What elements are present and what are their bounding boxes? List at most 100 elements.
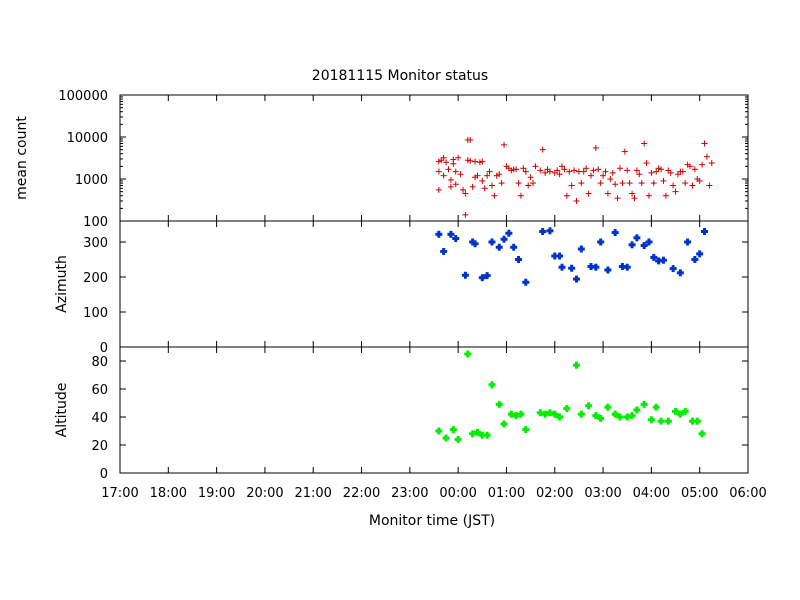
data-point xyxy=(701,228,709,235)
data-point xyxy=(442,434,450,442)
data-point xyxy=(684,238,692,246)
data-point xyxy=(701,140,708,147)
y-tick-label: 200 xyxy=(83,271,108,286)
data-point xyxy=(607,176,614,182)
data-point xyxy=(687,163,694,170)
data-point xyxy=(478,274,486,282)
data-point xyxy=(457,171,464,178)
data-point xyxy=(530,180,537,187)
data-point xyxy=(604,190,611,197)
data-point xyxy=(459,186,466,193)
data-point xyxy=(657,417,665,425)
data-point xyxy=(554,167,561,174)
data-point xyxy=(517,192,524,199)
data-point xyxy=(440,247,448,255)
data-point xyxy=(623,263,631,271)
data-point xyxy=(474,172,481,179)
data-point xyxy=(488,381,496,389)
data-point xyxy=(445,166,452,173)
data-point xyxy=(676,410,684,418)
y-tick-label: 1000 xyxy=(75,173,108,188)
data-point xyxy=(588,172,594,179)
data-point xyxy=(626,180,633,187)
data-point xyxy=(479,158,486,165)
data-point xyxy=(447,176,454,183)
data-point xyxy=(706,182,713,189)
data-point xyxy=(597,180,604,187)
data-point xyxy=(633,406,641,414)
x-tick-label: 17:00 xyxy=(101,486,138,501)
data-point xyxy=(573,197,580,204)
data-point xyxy=(435,186,442,193)
data-point xyxy=(616,413,624,421)
data-point xyxy=(636,171,643,178)
data-point xyxy=(566,168,573,175)
x-tick-label: 06:00 xyxy=(729,486,766,501)
data-point xyxy=(435,427,443,435)
data-point xyxy=(614,195,621,202)
data-point xyxy=(592,263,600,271)
data-point xyxy=(604,403,612,411)
data-point xyxy=(472,158,479,165)
data-point xyxy=(517,410,525,418)
y-tick-label: 0 xyxy=(100,467,108,482)
y-tick-label: 60 xyxy=(91,383,108,398)
data-point xyxy=(647,416,655,424)
data-point xyxy=(585,402,593,410)
data-point xyxy=(611,229,619,237)
data-point xyxy=(633,167,640,174)
data-point xyxy=(660,177,667,184)
data-point xyxy=(691,256,699,263)
data-point xyxy=(532,163,539,170)
data-point xyxy=(577,245,585,253)
data-point xyxy=(670,182,677,189)
data-point xyxy=(628,412,636,420)
data-point xyxy=(515,180,522,187)
data-point xyxy=(624,167,631,174)
x-tick-label: 19:00 xyxy=(198,486,235,501)
data-point xyxy=(546,227,554,235)
data-point xyxy=(450,160,457,167)
panel-azimuth: 0 100 200 300 Azimuth xyxy=(54,220,749,356)
data-point xyxy=(650,180,657,187)
data-point xyxy=(464,350,472,358)
data-point xyxy=(539,146,546,153)
data-point xyxy=(641,140,648,147)
data-point xyxy=(621,148,628,155)
data-point xyxy=(447,230,455,238)
x-tick-label: 20:00 xyxy=(246,486,283,501)
data-point xyxy=(616,165,623,172)
data-point xyxy=(488,182,495,189)
data-point xyxy=(696,250,704,258)
data-point xyxy=(645,238,653,246)
data-point xyxy=(483,431,491,439)
data-point xyxy=(527,174,534,181)
data-point xyxy=(522,426,530,434)
data-point xyxy=(469,183,476,190)
data-point xyxy=(585,190,592,197)
data-point xyxy=(631,195,638,202)
data-point xyxy=(452,235,460,242)
data-point xyxy=(558,263,566,271)
data-point xyxy=(640,400,648,408)
data-point xyxy=(597,414,605,422)
data-point xyxy=(455,154,462,161)
y-axis-label: Altitude xyxy=(54,383,70,438)
data-point xyxy=(590,167,597,174)
data-point xyxy=(648,169,655,176)
x-tick-label: 05:00 xyxy=(681,486,718,501)
data-point xyxy=(461,271,469,279)
data-point xyxy=(537,167,544,174)
data-point xyxy=(479,177,486,184)
data-point xyxy=(652,403,660,411)
data-point xyxy=(669,265,677,273)
data-point xyxy=(595,166,602,173)
x-tick-label: 22:00 xyxy=(343,486,380,501)
data-point xyxy=(664,417,672,425)
data-point xyxy=(597,238,605,246)
data-point xyxy=(467,136,474,143)
data-point xyxy=(573,275,581,283)
data-point xyxy=(510,243,518,251)
data-point xyxy=(520,165,527,172)
data-point xyxy=(667,169,674,176)
